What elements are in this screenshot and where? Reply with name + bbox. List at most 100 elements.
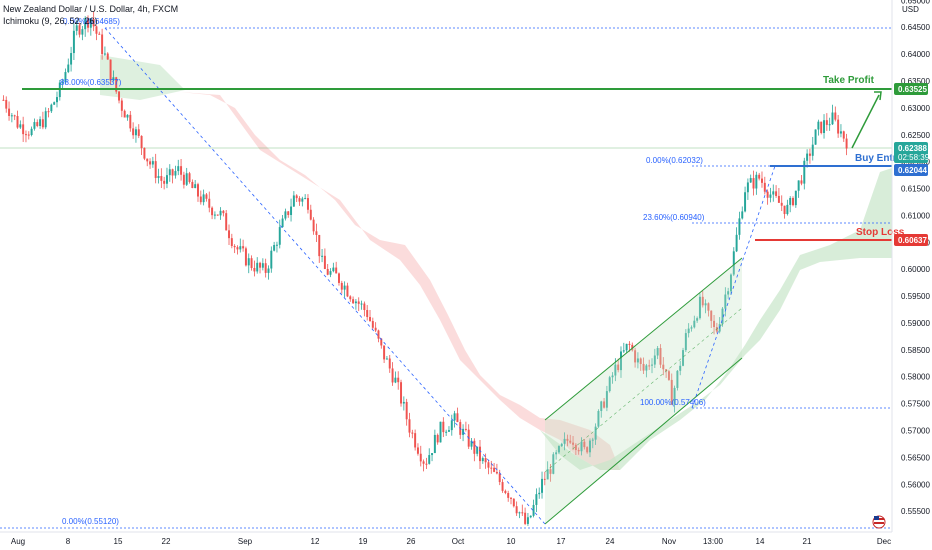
candle	[837, 114, 840, 138]
candle	[560, 442, 563, 448]
candle	[44, 107, 47, 130]
candle	[710, 310, 713, 329]
candle	[422, 459, 425, 472]
candle	[92, 11, 95, 32]
candle	[140, 135, 143, 156]
candle	[239, 238, 242, 253]
candle-body	[447, 430, 450, 432]
fib-label-bottom: 0.00%(0.55120)	[62, 517, 119, 526]
candle	[439, 421, 442, 443]
candle-body	[326, 268, 329, 275]
candle	[222, 209, 225, 217]
candle-body	[354, 301, 357, 304]
time-tick-label: 24	[606, 537, 615, 546]
candle	[419, 445, 422, 467]
candle-body	[724, 294, 727, 309]
candle-body	[823, 120, 826, 134]
candle	[16, 110, 19, 129]
candle-body	[662, 364, 665, 370]
candle-body	[484, 458, 487, 463]
fib-label-entry: 0.00%(0.62032)	[646, 156, 703, 165]
candle-body	[315, 231, 318, 235]
candle-body	[839, 131, 842, 134]
candle-body	[653, 355, 656, 365]
price-axis[interactable]: USD 0.65000 0.64500 0.64000 0.63500 0.63000 0…	[872, 0, 930, 532]
candle-body	[431, 453, 434, 456]
candle-body	[89, 18, 92, 28]
candle	[126, 114, 129, 121]
candle-body	[168, 169, 171, 176]
candle-body	[394, 377, 397, 383]
candle-body	[103, 53, 106, 55]
candle	[470, 438, 473, 450]
us-flag-icon[interactable]	[872, 515, 886, 529]
candle-body	[397, 377, 400, 383]
candle	[242, 239, 245, 252]
candle-body	[673, 387, 676, 405]
candle-body	[834, 112, 837, 120]
candle	[580, 437, 583, 456]
candle	[374, 322, 377, 333]
candle	[783, 205, 786, 219]
candle-body	[267, 268, 270, 273]
candle	[510, 497, 512, 505]
candle-body	[405, 401, 408, 420]
candle	[842, 130, 845, 142]
candle-body	[411, 432, 414, 434]
candle-body	[70, 53, 73, 65]
candle-body	[363, 303, 366, 311]
candle	[256, 257, 259, 274]
candle-body	[72, 30, 75, 54]
candle	[631, 342, 634, 352]
candle	[817, 119, 820, 136]
candle-body	[5, 99, 8, 109]
candle-body	[41, 119, 44, 128]
candle-body	[338, 273, 340, 283]
candle-body	[346, 285, 349, 297]
trade-levels[interactable]: Take Profit Buy Entry Stop Loss	[22, 75, 905, 241]
candle-body	[600, 401, 603, 411]
candle	[278, 219, 281, 249]
candle	[651, 358, 653, 374]
candle-body	[715, 327, 718, 332]
price-tick-label: 0.57000	[901, 427, 930, 436]
candle	[75, 20, 78, 36]
candle-body	[704, 303, 707, 306]
candle	[304, 194, 307, 200]
chart-header: New Zealand Dollar / U.S. Dollar, 4h, FX…	[3, 4, 178, 26]
buy-entry-label: Buy Entry	[855, 153, 903, 164]
candle	[667, 369, 670, 381]
candle	[47, 107, 50, 118]
candle-body	[786, 204, 789, 215]
candle-body	[414, 433, 417, 448]
time-tick-label: Oct	[452, 537, 465, 546]
candle-body	[462, 428, 465, 435]
candle	[456, 407, 459, 423]
candle-body	[679, 365, 682, 371]
candle	[357, 297, 360, 312]
candle-body	[436, 434, 439, 443]
time-tick-label: Aug	[11, 537, 25, 546]
price-tick-label: 0.64000	[901, 50, 930, 59]
candle	[792, 196, 794, 207]
candle-body	[191, 181, 194, 189]
candle	[290, 198, 293, 222]
candle-body	[476, 446, 479, 454]
candle	[591, 437, 594, 449]
candle	[13, 114, 16, 121]
candle	[473, 438, 476, 462]
candle	[39, 116, 42, 129]
time-axis[interactable]: Aug 8 15 22 Sep 12 19 26 Oct 10 17 24 Nov 13:00 14 21 De…	[0, 531, 892, 546]
time-tick-label: 10	[507, 537, 516, 546]
candle-body	[634, 350, 637, 363]
candle-body	[515, 506, 518, 514]
candle-body	[487, 462, 490, 468]
candle	[385, 355, 388, 360]
candle	[120, 98, 123, 118]
candle	[338, 272, 340, 286]
take-profit-label: Take Profit	[823, 75, 875, 86]
candle	[177, 159, 180, 176]
candle	[495, 463, 498, 475]
candle-body	[101, 34, 104, 55]
